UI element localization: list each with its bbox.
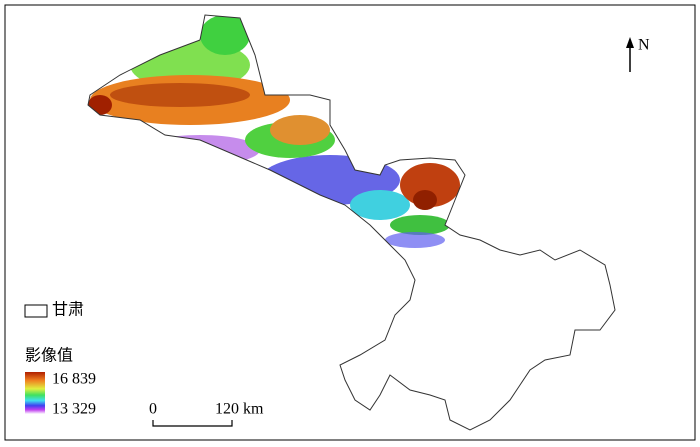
scale-start: 0 — [149, 401, 157, 418]
scale-end: 120 km — [215, 401, 264, 418]
legend-title: 影像值 — [25, 347, 73, 365]
gansu-outline — [87, 14, 616, 431]
region-label: 甘肃 — [52, 301, 84, 319]
scale-bar — [152, 420, 233, 427]
raster — [88, 15, 460, 248]
legend-min: 13 329 — [52, 401, 96, 418]
color-ramp — [25, 372, 45, 414]
north-arrow-head — [626, 37, 634, 48]
region-swatch — [24, 304, 48, 318]
legend-max: 16 839 — [52, 371, 96, 388]
frame — [4, 4, 696, 441]
north-label: N — [638, 37, 650, 54]
